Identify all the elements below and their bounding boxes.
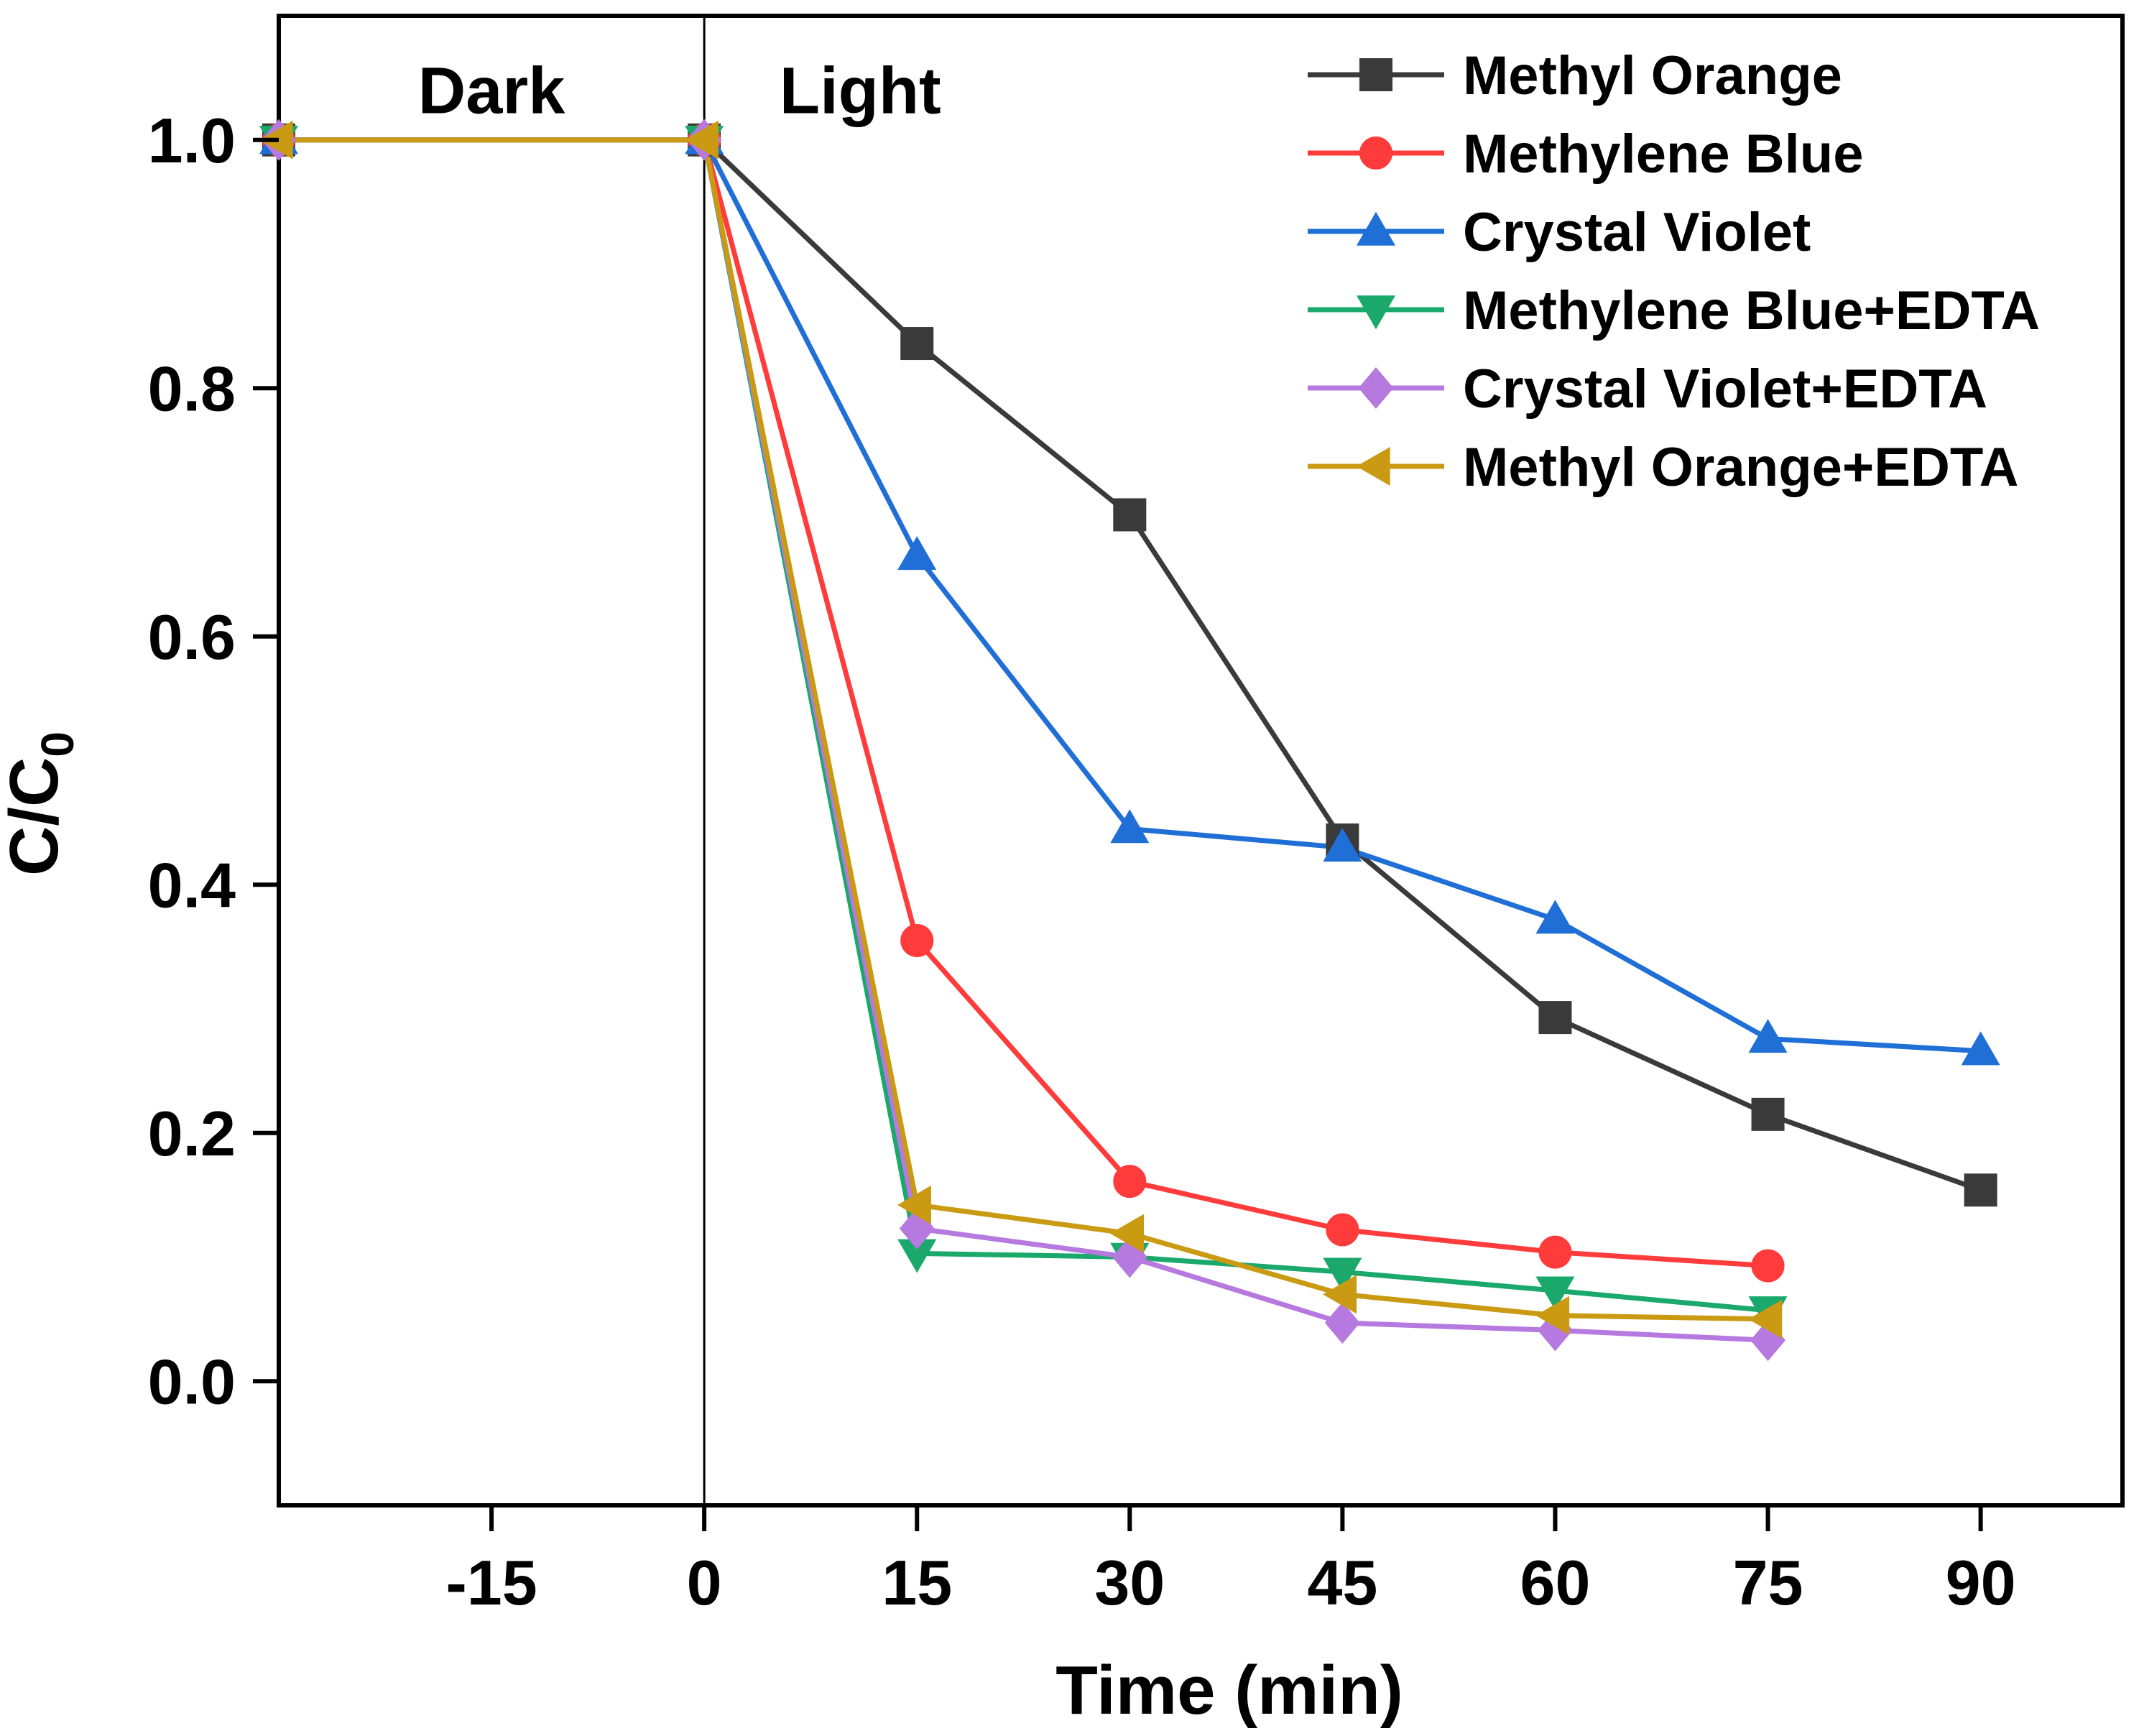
data-point-methyl-orange-edta: [897, 1185, 931, 1224]
data-point-methyl-orange-edta: [1535, 1296, 1570, 1335]
y-tick-label: 0.2: [148, 1098, 236, 1169]
y-axis-ticks: 0.0 0.2 0.4 0.6 0.8 1.0: [148, 105, 279, 1417]
data-point-methylene-blue-edta: [1323, 1257, 1362, 1292]
x-axis-ticks: -15 0 15 30 45 60 75 90: [445, 1505, 2016, 1618]
legend-marker: [1359, 58, 1392, 91]
x-axis-title: Time (min): [1055, 1652, 1403, 1729]
legend-label: Methylene Blue: [1463, 124, 1863, 185]
legend-marker: [1356, 211, 1396, 246]
legend-item-crystal-violet-edta: Crystal Violet+EDTA: [1308, 359, 1987, 420]
data-point-methyl-orange: [1538, 1001, 1572, 1035]
region-label-dark: Dark: [418, 55, 565, 128]
y-axis-title: C/C0: [0, 731, 83, 876]
plot-border: [277, 14, 2125, 1508]
legend-label: Crystal Violet: [1463, 202, 1811, 263]
x-tick-label: -15: [445, 1547, 537, 1618]
series-line-methyl-orange: [279, 137, 1982, 1193]
x-tick-label: 0: [687, 1547, 722, 1618]
y-tick-label: 0.6: [148, 601, 236, 673]
y-axis-title-subscript: 0: [32, 731, 83, 757]
y-tick-label: 0.0: [148, 1346, 236, 1417]
region-annotations: Dark Light: [418, 55, 941, 128]
legend: Methyl Orange Methylene Blue Crystal Viole…: [1308, 45, 2040, 498]
x-tick-label: 60: [1520, 1547, 1591, 1618]
data-point-crystal-violet: [1535, 900, 1575, 934]
data-point-methyl-orange-edta: [1110, 1214, 1145, 1253]
x-tick-label: 45: [1307, 1547, 1377, 1618]
data-point-methyl-orange: [1751, 1097, 1785, 1131]
region-label-light: Light: [780, 55, 941, 128]
plot-frame: [277, 14, 2125, 1508]
x-tick-label: 15: [882, 1547, 952, 1618]
legend-item-methyl-orange: Methyl Orange: [1308, 45, 1842, 106]
data-point-crystal-violet: [1110, 809, 1150, 844]
data-point-methyl-orange-edta: [1323, 1275, 1357, 1314]
legend-item-crystal-violet: Crystal Violet: [1308, 202, 1811, 263]
data-point-methylene-blue: [1751, 1249, 1785, 1283]
x-tick-label: 30: [1094, 1547, 1165, 1618]
data-point-crystal-violet: [897, 536, 937, 571]
data-point-methyl-orange-edta: [684, 120, 719, 160]
data-point-methylene-blue: [1326, 1213, 1359, 1247]
data-point-methyl-orange: [1113, 498, 1147, 532]
legend-marker: [1356, 446, 1390, 486]
data-point-methyl-orange: [900, 327, 934, 361]
x-tick-label: 75: [1733, 1547, 1803, 1618]
legend-item-methylene-blue: Methylene Blue: [1308, 124, 1863, 185]
data-point-methyl-orange: [1964, 1173, 1997, 1207]
data-point-crystal-violet: [1961, 1031, 2000, 1066]
legend-marker: [1359, 137, 1392, 170]
y-axis-title-main: C/C: [0, 757, 73, 876]
data-point-crystal-violet-edta: [1324, 1302, 1360, 1344]
legend-label: Methyl Orange: [1463, 45, 1842, 106]
y-tick-label: 0.8: [148, 353, 236, 424]
legend-label: Crystal Violet+EDTA: [1463, 359, 1987, 420]
legend-label: Methyl Orange+EDTA: [1463, 437, 2019, 498]
legend-item-methyl-orange-edta: Methyl Orange+EDTA: [1308, 437, 2019, 498]
data-point-methylene-blue-edta: [1535, 1276, 1575, 1311]
x-tick-label: 90: [1946, 1547, 2016, 1618]
series-markers: [259, 119, 2000, 1362]
legend-item-methylene-blue-edta: Methylene Blue+EDTA: [1308, 280, 2040, 341]
data-point-methylene-blue: [1113, 1165, 1147, 1199]
data-point-methylene-blue: [900, 923, 934, 957]
series-line-crystal-violet: [279, 137, 1981, 1054]
data-point-methyl-orange-edta: [1748, 1299, 1783, 1339]
data-point-crystal-violet: [1323, 828, 1362, 862]
data-point-crystal-violet: [1748, 1019, 1788, 1053]
y-tick-label: 1.0: [148, 105, 236, 176]
data-point-methylene-blue: [1538, 1235, 1572, 1269]
legend-label: Methylene Blue+EDTA: [1463, 280, 2040, 341]
y-tick-label: 0.4: [148, 849, 236, 920]
legend-marker: [1356, 295, 1396, 330]
legend-marker: [1358, 366, 1394, 410]
